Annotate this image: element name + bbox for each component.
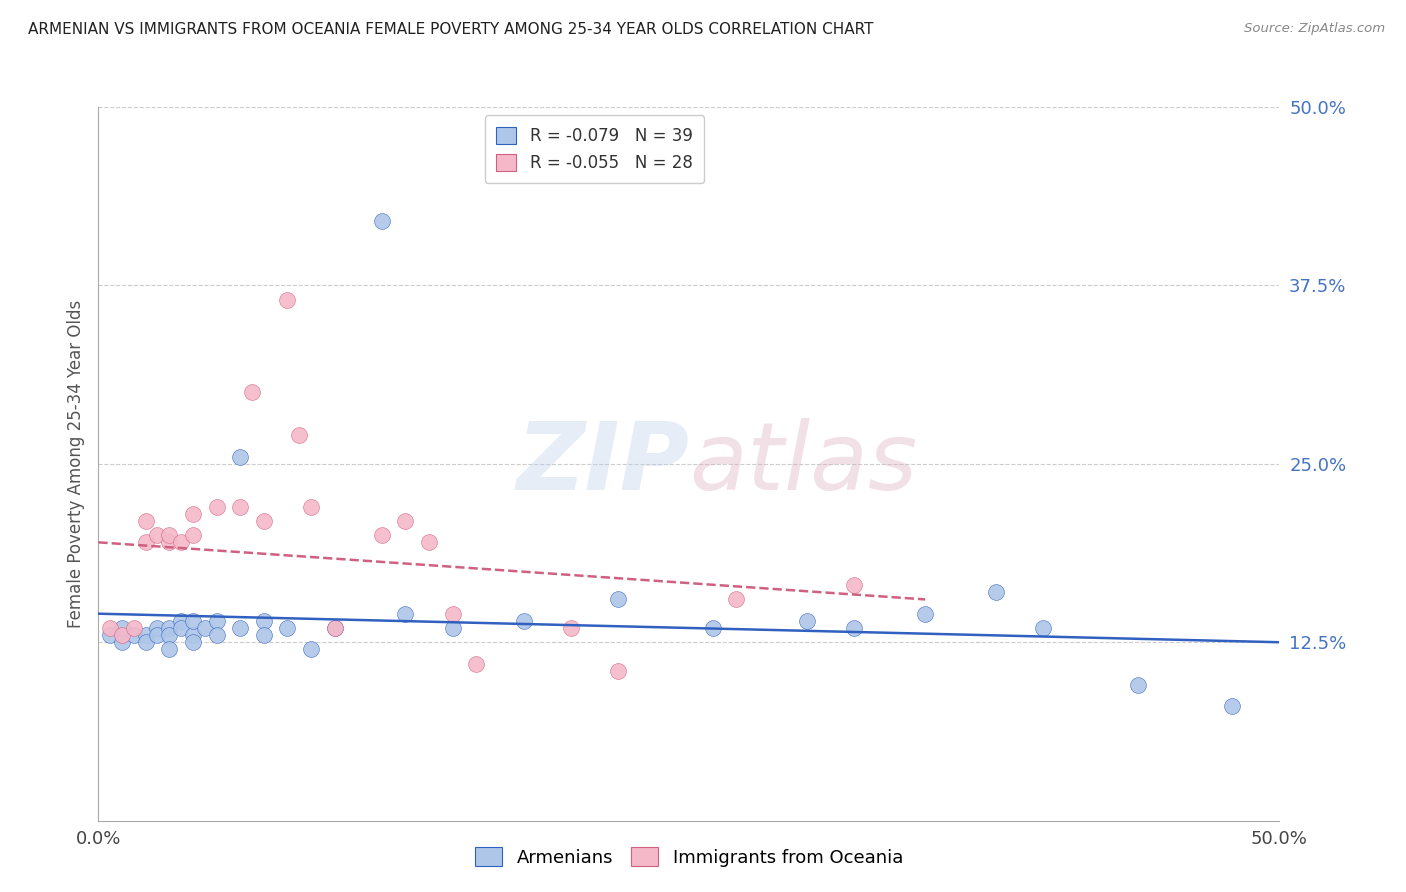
Point [702,621,724,635]
Point [1220,699,1243,714]
Point [276,293,298,307]
Point [229,621,252,635]
Point [98,628,121,642]
Point [276,621,298,635]
Point [170,535,193,549]
Point [146,621,169,635]
Point [122,621,145,635]
Point [135,535,157,549]
Point [984,585,1007,599]
Point [844,621,866,635]
Point [796,614,818,628]
Text: ARMENIAN VS IMMIGRANTS FROM OCEANIA FEMALE POVERTY AMONG 25-34 YEAR OLDS CORRELA: ARMENIAN VS IMMIGRANTS FROM OCEANIA FEMA… [28,22,873,37]
Point [181,628,204,642]
Text: Source: ZipAtlas.com: Source: ZipAtlas.com [1244,22,1385,36]
Point [146,628,169,642]
Legend: Armenians, Immigrants from Oceania: Armenians, Immigrants from Oceania [465,838,912,876]
Point [914,607,936,621]
Point [465,657,488,671]
Point [418,535,440,549]
Point [135,628,157,642]
Point [394,514,416,528]
Point [725,592,748,607]
Point [98,621,121,635]
Text: atlas: atlas [689,418,917,509]
Point [205,614,228,628]
Point [181,507,204,521]
Point [205,500,228,514]
Point [135,635,157,649]
Point [122,628,145,642]
Point [135,514,157,528]
Point [253,628,276,642]
Point [288,428,311,442]
Point [157,642,180,657]
Point [1032,621,1054,635]
Point [229,450,252,464]
Point [194,621,217,635]
Point [299,500,322,514]
Point [560,621,582,635]
Point [146,528,169,542]
Point [441,607,464,621]
Point [240,385,263,400]
Point [170,614,193,628]
Point [157,535,180,549]
Point [299,642,322,657]
Point [253,514,276,528]
Point [371,214,394,228]
Point [323,621,346,635]
Point [181,614,204,628]
Point [1126,678,1149,692]
Point [157,621,180,635]
Point [512,614,534,628]
Point [607,592,630,607]
Point [323,621,346,635]
Point [229,500,252,514]
Point [253,614,276,628]
Point [111,628,134,642]
Y-axis label: Female Poverty Among 25-34 Year Olds: Female Poverty Among 25-34 Year Olds [66,300,84,628]
Point [607,664,630,678]
Point [157,528,180,542]
Point [371,528,394,542]
Point [157,628,180,642]
Point [111,621,134,635]
Point [181,528,204,542]
Point [111,635,134,649]
Point [394,607,416,621]
Point [170,621,193,635]
Point [441,621,464,635]
Point [181,635,204,649]
Point [205,628,228,642]
Point [844,578,866,592]
Text: ZIP: ZIP [516,417,689,510]
